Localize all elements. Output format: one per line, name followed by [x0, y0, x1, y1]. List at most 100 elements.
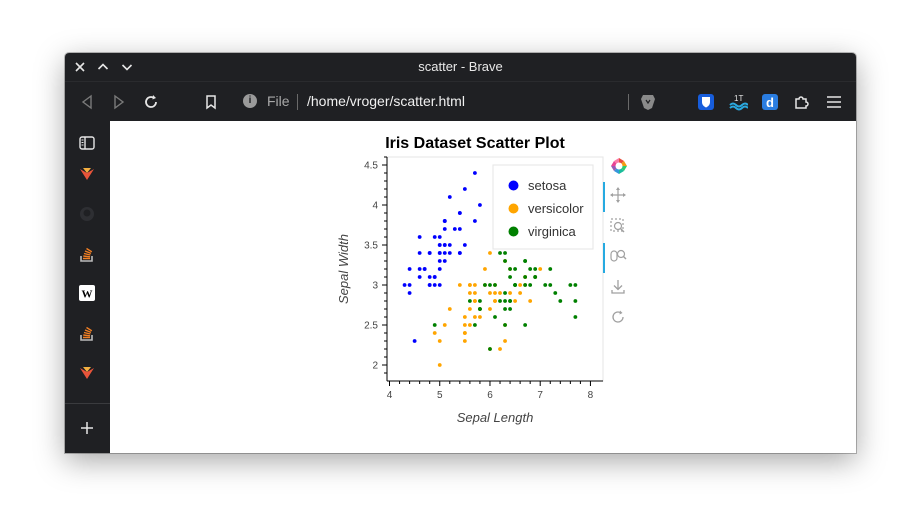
- data-point-versicolor: [488, 291, 492, 295]
- data-point-versicolor: [462, 331, 467, 335]
- data-point-virginica: [573, 283, 578, 287]
- data-point-virginica: [523, 259, 528, 263]
- hamburger-menu-icon[interactable]: [824, 92, 844, 112]
- data-point-virginica: [508, 267, 512, 271]
- active-tool-indicator: [603, 243, 605, 273]
- bokeh-logo-icon[interactable]: [610, 157, 628, 175]
- data-point-versicolor: [518, 283, 523, 287]
- chevron-up-icon[interactable]: [95, 59, 111, 75]
- data-point-virginica: [503, 251, 507, 255]
- sidebar-divider: [65, 403, 110, 404]
- github-icon[interactable]: [77, 204, 97, 224]
- address-bar[interactable]: /home/vroger/scatter.html: [307, 93, 465, 109]
- data-point-versicolor: [518, 291, 523, 295]
- data-point-virginica: [508, 307, 512, 311]
- data-point-setosa: [462, 243, 467, 247]
- legend-label-versicolor: versicolor: [528, 201, 584, 216]
- legend-marker-virginica: [508, 226, 519, 237]
- data-point-setosa: [407, 283, 412, 287]
- wave-icon[interactable]: 1T: [728, 92, 749, 112]
- data-point-versicolor: [493, 291, 497, 295]
- data-point-setosa: [417, 251, 422, 255]
- puzzle-icon[interactable]: [792, 92, 812, 112]
- data-point-versicolor: [528, 299, 533, 303]
- reload-icon[interactable]: [141, 92, 161, 112]
- svg-text:1T: 1T: [734, 94, 743, 103]
- data-point-setosa: [417, 235, 422, 239]
- data-point-virginica: [488, 283, 492, 287]
- y-tick-label: 4: [372, 201, 378, 212]
- data-point-virginica: [503, 323, 507, 327]
- sidebar-panel-icon[interactable]: [77, 133, 97, 153]
- chevron-down-icon[interactable]: [119, 59, 135, 75]
- x-axis-label: Sepal Length: [457, 410, 534, 425]
- back-arrow-icon[interactable]: [77, 92, 97, 112]
- data-point-versicolor: [473, 283, 477, 287]
- legend: setosa versicolor virginica: [492, 164, 594, 250]
- url-scheme[interactable]: File: [267, 93, 290, 109]
- toolbar-separator: [628, 94, 629, 110]
- data-point-setosa: [422, 267, 427, 271]
- add-icon[interactable]: [77, 418, 97, 438]
- brave-rewards-icon[interactable]: [77, 164, 97, 184]
- data-point-virginica: [473, 323, 477, 327]
- data-point-setosa: [417, 275, 422, 279]
- data-point-setosa: [473, 219, 477, 223]
- data-point-virginica: [523, 323, 528, 327]
- data-point-virginica: [503, 291, 507, 295]
- brave-rewards-icon[interactable]: [77, 363, 97, 383]
- data-point-versicolor: [442, 323, 447, 327]
- data-point-virginica: [493, 315, 497, 319]
- pan-icon[interactable]: [610, 187, 626, 203]
- data-point-versicolor: [473, 291, 477, 295]
- data-point-setosa: [432, 283, 437, 287]
- bookmark-icon[interactable]: [201, 92, 221, 112]
- data-point-setosa: [457, 211, 462, 215]
- data-point-virginica: [528, 267, 533, 271]
- d-icon[interactable]: d: [760, 92, 780, 112]
- data-point-versicolor: [467, 291, 472, 295]
- plot-toolbar: [603, 157, 628, 323]
- stackoverflow-icon[interactable]: [77, 323, 97, 343]
- x-tick-label: 4: [387, 390, 393, 401]
- x-tick-label: 5: [437, 390, 443, 401]
- data-point-virginica: [553, 291, 558, 295]
- forward-arrow-icon[interactable]: [109, 92, 129, 112]
- data-point-virginica: [528, 283, 533, 287]
- data-point-virginica: [498, 251, 502, 255]
- data-point-versicolor: [488, 251, 492, 255]
- browser-window: scatter - Brave i File /home/vroger/scat…: [65, 53, 856, 453]
- wikipedia-icon[interactable]: W: [77, 283, 97, 303]
- svg-text:d: d: [766, 95, 774, 110]
- data-point-virginica: [467, 299, 472, 303]
- wheel-zoom-icon[interactable]: [610, 249, 627, 262]
- sidebar: W: [65, 121, 110, 453]
- data-point-setosa: [402, 283, 407, 287]
- data-point-setosa: [473, 171, 477, 175]
- close-icon[interactable]: [72, 59, 88, 75]
- brave-lion-icon[interactable]: [638, 92, 658, 112]
- data-point-setosa: [478, 203, 482, 207]
- data-point-setosa: [437, 251, 442, 255]
- data-point-versicolor: [457, 283, 462, 287]
- data-point-setosa: [437, 259, 442, 263]
- info-icon[interactable]: i: [243, 94, 257, 108]
- url-separator: [297, 94, 298, 110]
- reset-icon[interactable]: [612, 310, 624, 323]
- save-icon[interactable]: [611, 280, 625, 294]
- data-point-setosa: [437, 235, 442, 239]
- data-point-versicolor: [498, 291, 502, 295]
- data-point-setosa: [447, 243, 452, 247]
- box-zoom-icon[interactable]: [610, 218, 625, 233]
- data-point-setosa: [447, 195, 452, 199]
- data-point-setosa: [407, 267, 412, 271]
- chart-title: Iris Dataset Scatter Plot: [385, 135, 565, 152]
- svg-text:W: W: [82, 289, 93, 301]
- stackoverflow-icon[interactable]: [77, 244, 97, 264]
- data-point-virginica: [573, 299, 578, 303]
- data-point-versicolor: [467, 283, 472, 287]
- data-point-virginica: [523, 283, 528, 287]
- bitwarden-icon[interactable]: [696, 92, 716, 112]
- data-point-setosa: [427, 275, 432, 279]
- data-point-setosa: [442, 243, 447, 247]
